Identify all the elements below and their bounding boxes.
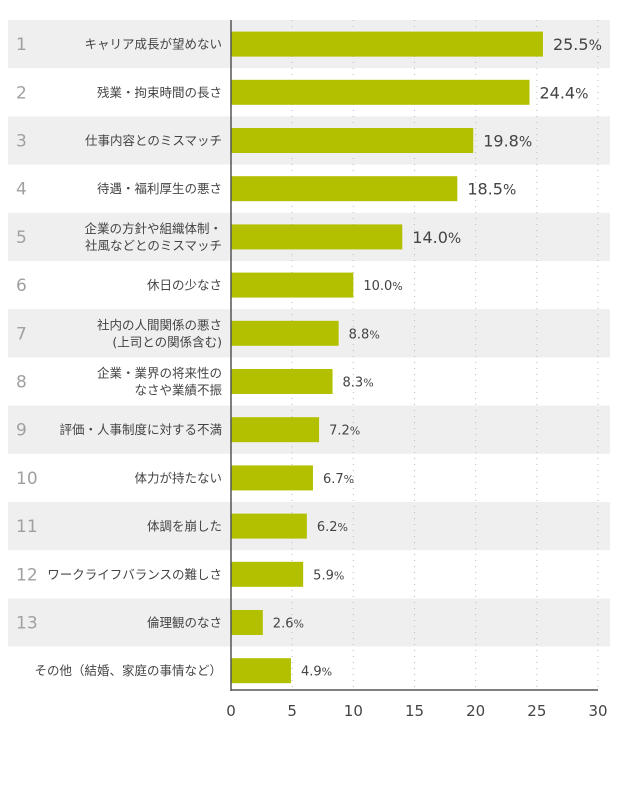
category-label: キャリア成長が望めない <box>84 37 222 52</box>
unit-label: % <box>589 38 602 54</box>
bar <box>231 610 263 635</box>
value-label: 4.9% <box>301 665 332 680</box>
category-label: 企業の方針や組織体制・ <box>84 221 222 236</box>
category-label: 仕事内容とのミスマッチ <box>85 133 222 148</box>
unit-label: % <box>519 135 532 151</box>
row-band <box>8 598 610 647</box>
category-label: 企業・業界の将来性の <box>97 366 222 381</box>
unit-label: % <box>503 183 516 199</box>
category-label: なさや業績不振 <box>134 383 222 398</box>
unit-label: % <box>392 280 402 293</box>
x-tick-label: 30 <box>588 702 607 720</box>
category-label: 倫理観のなさ <box>147 615 222 630</box>
unit-label: % <box>575 86 588 102</box>
category-label: 待遇・福利厚生の悪さ <box>97 181 222 196</box>
value-label: 19.8% <box>483 132 532 151</box>
bar <box>231 176 458 202</box>
value-label: 7.2% <box>329 424 360 439</box>
x-tick-label: 0 <box>226 702 236 720</box>
rank-number: 6 <box>16 276 27 296</box>
bar <box>231 417 320 443</box>
x-tick-label: 20 <box>466 702 485 720</box>
unit-label: % <box>334 569 344 582</box>
bar <box>231 658 291 684</box>
rank-number: 1 <box>16 35 27 55</box>
bar <box>231 128 474 153</box>
rank-number: 3 <box>16 132 27 152</box>
rank-number: 7 <box>16 324 27 344</box>
value-label: 5.9% <box>313 568 344 583</box>
row-band <box>8 502 610 551</box>
category-label: 評価・人事制度に対する不満 <box>59 422 222 437</box>
category-label: 残業・拘束時間の長さ <box>97 85 222 100</box>
value-label: 10.0% <box>363 279 402 294</box>
bar <box>231 320 339 346</box>
unit-label: % <box>338 521 348 534</box>
category-label: 社風などとのミスマッチ <box>85 238 222 253</box>
bar <box>231 513 307 539</box>
category-label: ワークライフバランスの難しさ <box>47 567 222 582</box>
bar <box>231 79 530 105</box>
category-label: 社内の人間関係の悪さ <box>97 317 222 332</box>
rank-number: 10 <box>16 469 38 489</box>
rank-number: 12 <box>16 565 38 585</box>
category-label: 体力が持たない <box>134 470 222 485</box>
value-label: 6.7% <box>323 472 354 487</box>
x-tick-label: 5 <box>287 702 297 720</box>
category-label: 体調を崩した <box>147 519 222 534</box>
value-label: 2.6% <box>273 617 304 632</box>
bar <box>231 369 333 394</box>
category-label: (上司との関係含む) <box>112 334 222 349</box>
value-label: 24.4% <box>539 83 588 102</box>
bar <box>231 561 304 587</box>
category-label: その他（結婚、家庭の事情など） <box>34 663 222 678</box>
rank-number: 9 <box>16 421 27 441</box>
unit-label: % <box>448 231 461 247</box>
rank-number: 8 <box>16 373 27 393</box>
x-tick-label: 15 <box>405 702 424 720</box>
value-label: 14.0% <box>412 228 461 247</box>
value-label: 25.5% <box>553 35 602 54</box>
x-tick-label: 25 <box>527 702 546 720</box>
bar <box>231 31 543 57</box>
value-label: 18.5% <box>467 180 516 199</box>
rank-number: 11 <box>16 517 38 537</box>
value-label: 8.3% <box>343 376 374 391</box>
unit-label: % <box>350 425 360 438</box>
value-label: 6.2% <box>317 520 348 535</box>
unit-label: % <box>344 473 354 486</box>
bar <box>231 272 354 298</box>
bar <box>231 465 313 491</box>
rank-number: 4 <box>16 180 27 200</box>
x-tick-label: 10 <box>344 702 363 720</box>
rank-number: 2 <box>16 83 27 103</box>
unit-label: % <box>293 618 303 631</box>
category-label: 休日の少なさ <box>147 278 222 293</box>
rank-number: 5 <box>16 228 27 248</box>
rank-number: 13 <box>16 614 38 634</box>
unit-label: % <box>363 377 373 390</box>
unit-label: % <box>322 666 332 679</box>
value-label: 8.8% <box>349 327 380 342</box>
bar <box>231 224 403 250</box>
unit-label: % <box>369 328 379 341</box>
